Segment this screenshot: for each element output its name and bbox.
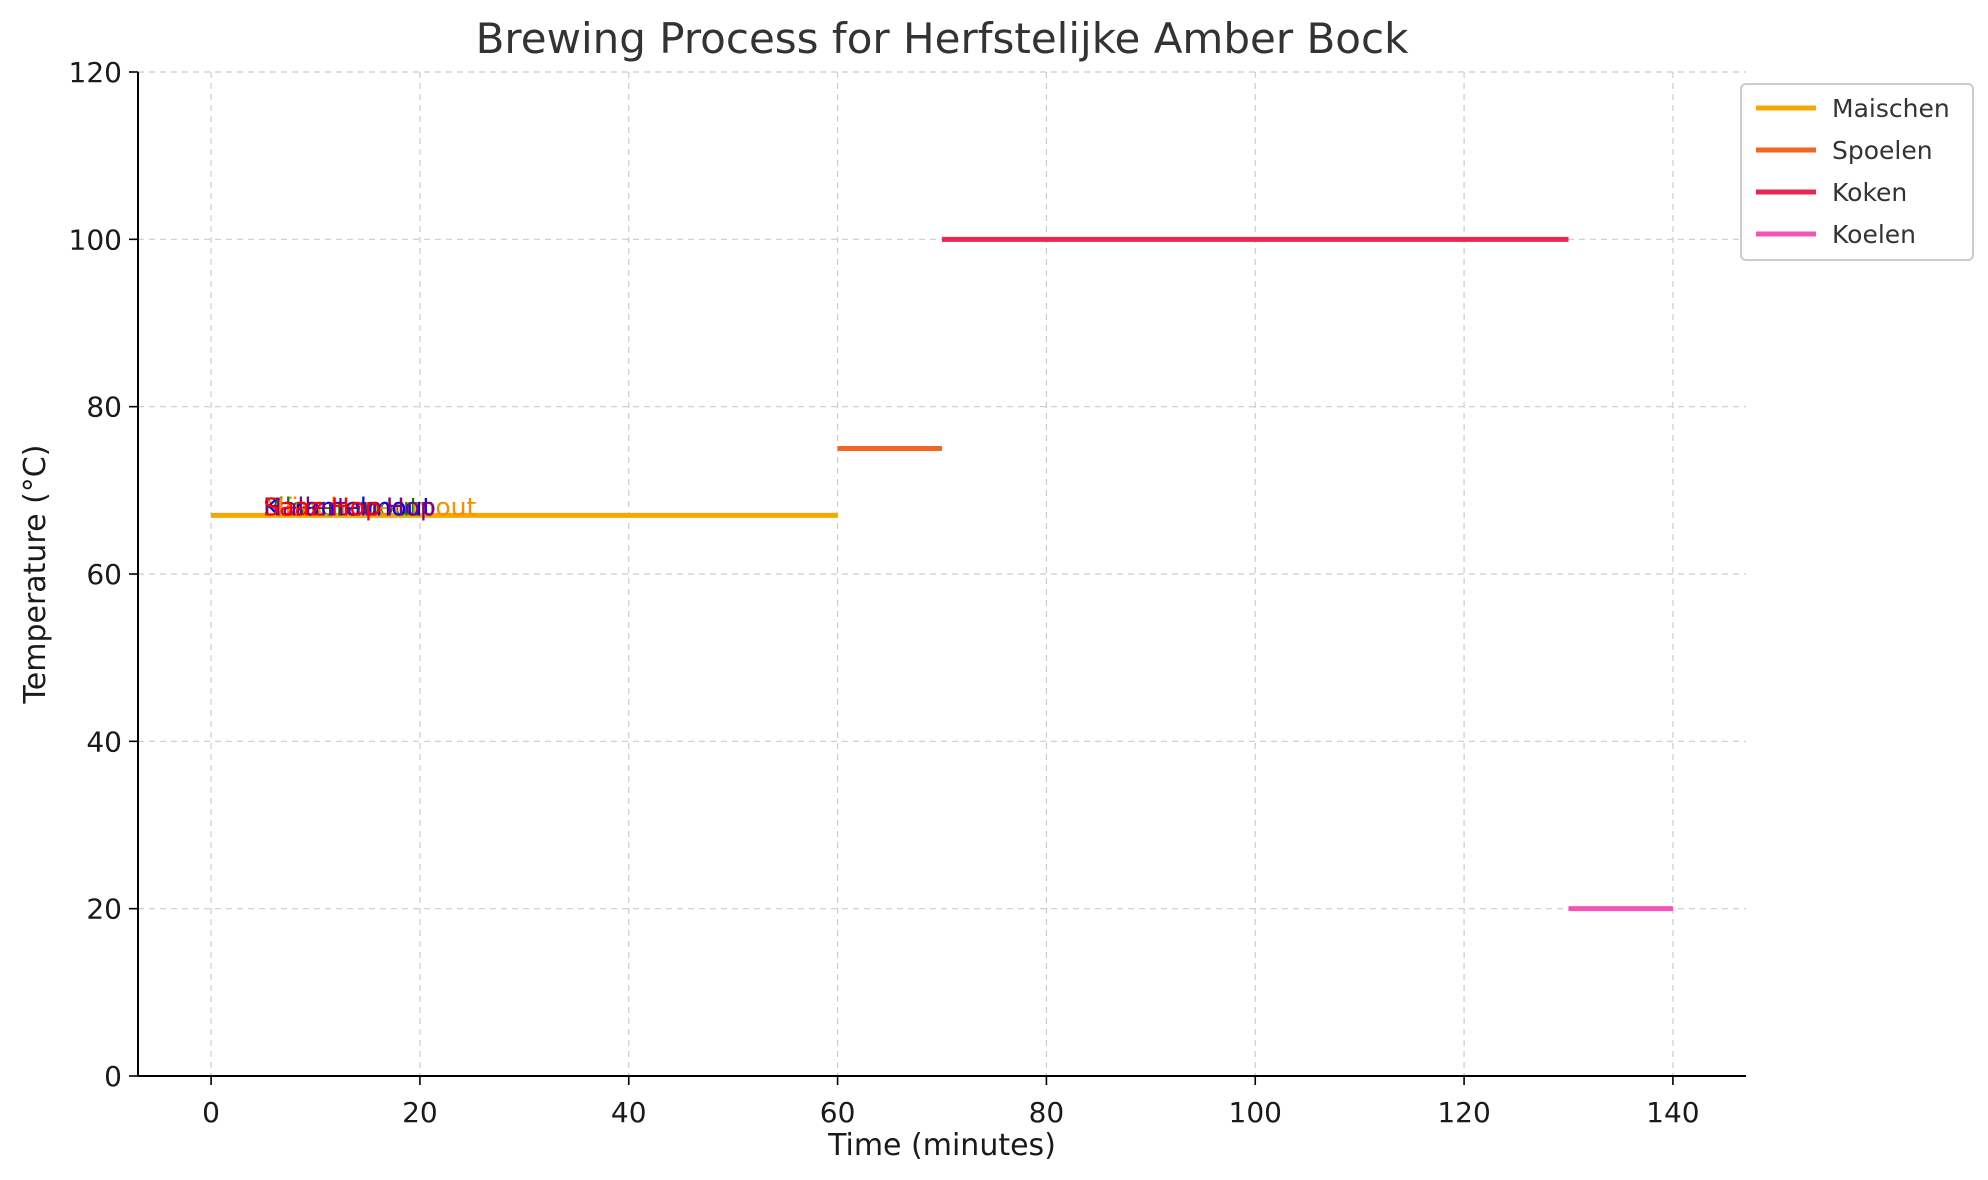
- annotation-text: Münchener mout: [263, 492, 476, 521]
- grid: [138, 71, 1746, 1076]
- y-tick-label: 0: [104, 1060, 122, 1093]
- chart-title: Brewing Process for Herfstelijke Amber B…: [476, 14, 1409, 63]
- x-tick-label: 140: [1646, 1096, 1699, 1129]
- y-axis-label: Temperature (°C): [18, 445, 53, 705]
- x-tick-label: 120: [1437, 1096, 1490, 1129]
- x-tick-label: 80: [1029, 1096, 1065, 1129]
- x-tick-label: 20: [402, 1096, 438, 1129]
- x-tick-label: 60: [820, 1096, 856, 1129]
- annotation-text: Pilsner mout: [263, 492, 419, 521]
- x-axis-label: Time (minutes): [827, 1128, 1056, 1163]
- y-tick-label: 60: [86, 558, 122, 591]
- legend-label: Maischen: [1832, 94, 1950, 123]
- annotation-text: Karamelmout: [263, 492, 432, 521]
- legend-label: Koken: [1832, 178, 1907, 207]
- legend-label: Spoelen: [1832, 136, 1933, 165]
- ticks: 0 20 40 60 80 100 120 140 0 20 40 60 80 100 120: [69, 56, 1700, 1129]
- y-tick-label: 80: [86, 391, 122, 424]
- legend-box: [1740, 83, 1974, 261]
- y-tick-label: 120: [69, 56, 122, 89]
- x-tick-label: 40: [611, 1096, 647, 1129]
- y-tick-label: 100: [69, 223, 122, 256]
- y-tick-label: 40: [86, 725, 122, 758]
- series-lines: [211, 236, 1673, 912]
- x-tick-label: 0: [202, 1096, 220, 1129]
- y-tick-label: 20: [86, 893, 122, 926]
- x-tick-label: 100: [1229, 1096, 1282, 1129]
- annotation-text: Hallertau Hop: [263, 492, 436, 521]
- legend-label: Koelen: [1832, 220, 1916, 249]
- legend: Maischen Spoelen Koken Koelen: [1740, 83, 1974, 261]
- annotation-text: Saaz Hop: [263, 492, 381, 521]
